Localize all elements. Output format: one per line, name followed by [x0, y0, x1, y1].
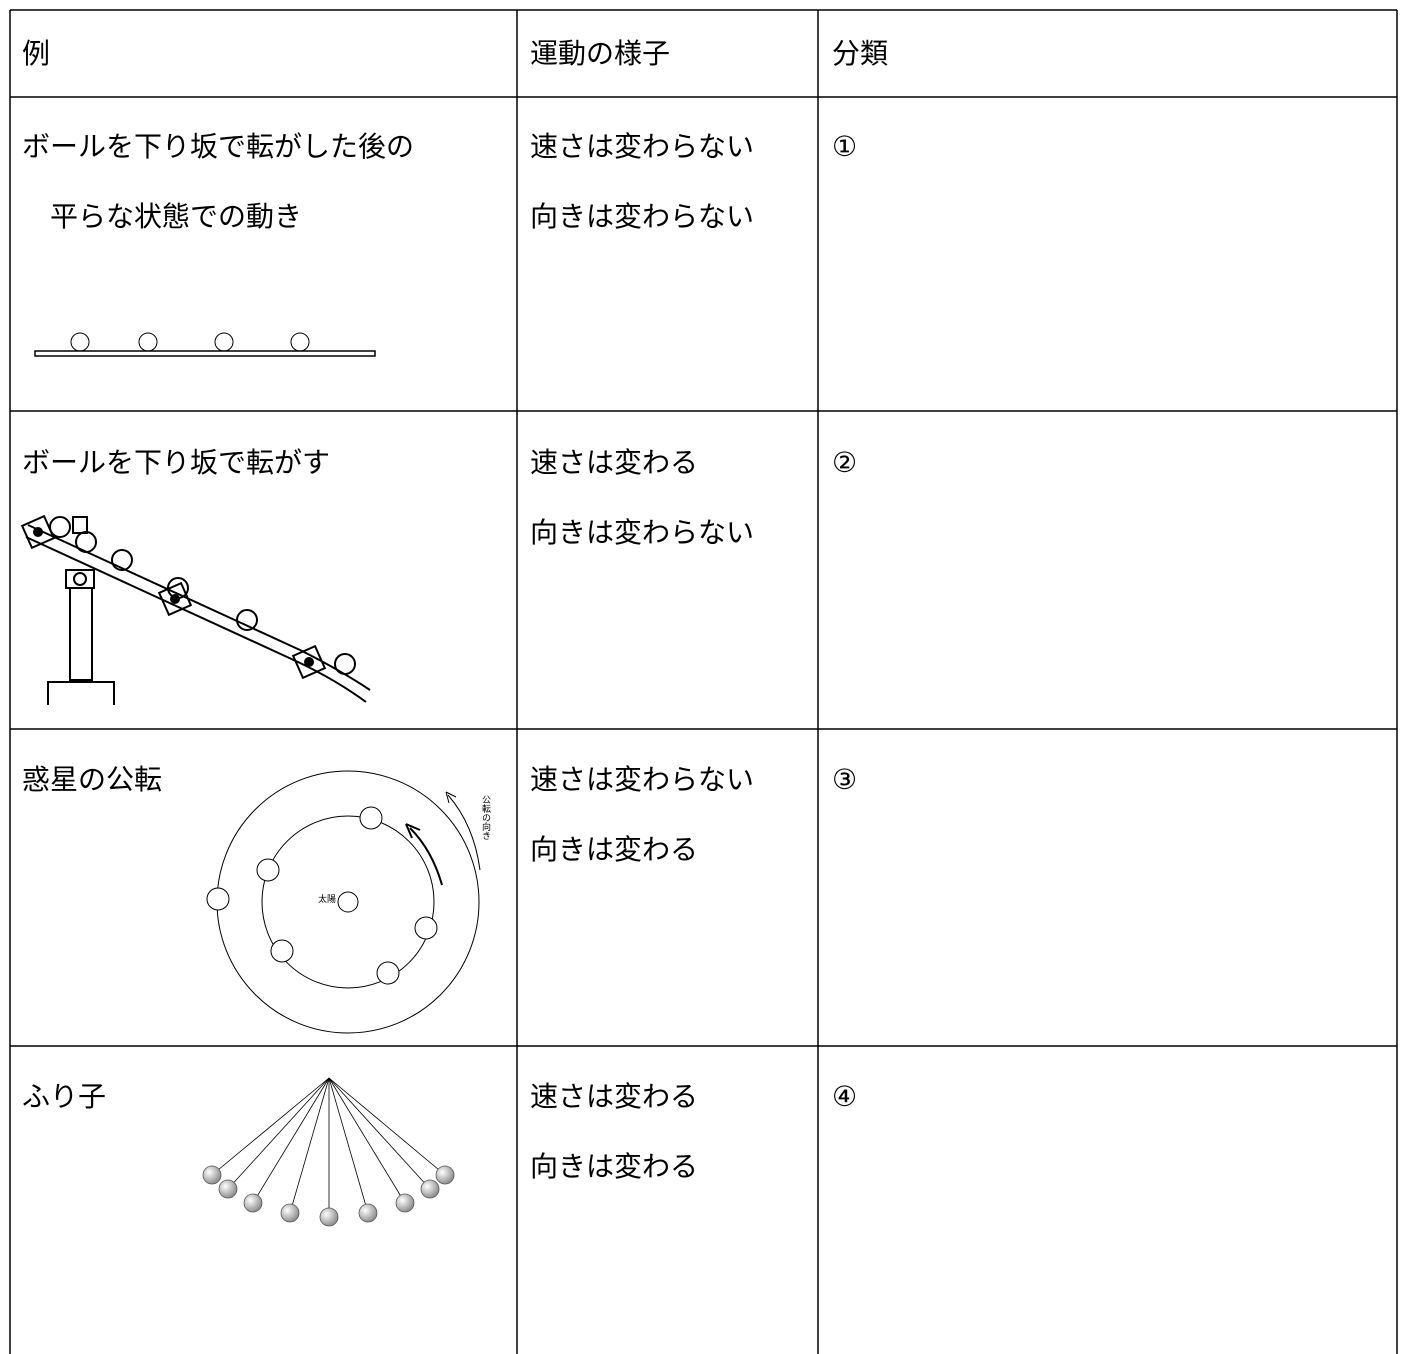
example-text: 惑星の公転: [22, 763, 163, 796]
class-text: ①: [832, 130, 858, 163]
grid: [9, 9, 1398, 1354]
orbit-figure: [206, 770, 481, 1034]
header-cell: 運動の様子: [530, 37, 671, 70]
motion-text: 速さは変わる: [530, 446, 699, 479]
motion-text: 向きは変わらない: [530, 200, 755, 233]
example-text: 平らな状態での動き: [50, 200, 303, 233]
example-text: ボールを下り坂で転がす: [22, 446, 331, 479]
header-cell: 例: [22, 37, 51, 70]
class-text: ④: [832, 1080, 858, 1113]
motion-text: 向きは変わらない: [530, 516, 755, 549]
class-text: ②: [832, 446, 858, 479]
sun-label: 太陽: [318, 895, 337, 905]
motion-text: 速さは変わる: [530, 1080, 699, 1113]
motion-text: 速さは変わらない: [530, 763, 755, 796]
slope-figure: [20, 514, 371, 705]
example-text: ふり子: [22, 1080, 107, 1113]
flat-figure: [34, 332, 376, 357]
pendulum-figure: [202, 1077, 455, 1227]
motion-text: 速さは変わらない: [530, 130, 755, 163]
header-cell: 分類: [832, 37, 889, 70]
class-text: ③: [832, 763, 858, 796]
motion-text: 向きは変わる: [530, 833, 699, 866]
motion-text: 向きは変わる: [530, 1150, 699, 1183]
example-text: ボールを下り坂で転がした後の: [22, 130, 415, 163]
orbit-label: 公転の向き: [480, 795, 490, 840]
